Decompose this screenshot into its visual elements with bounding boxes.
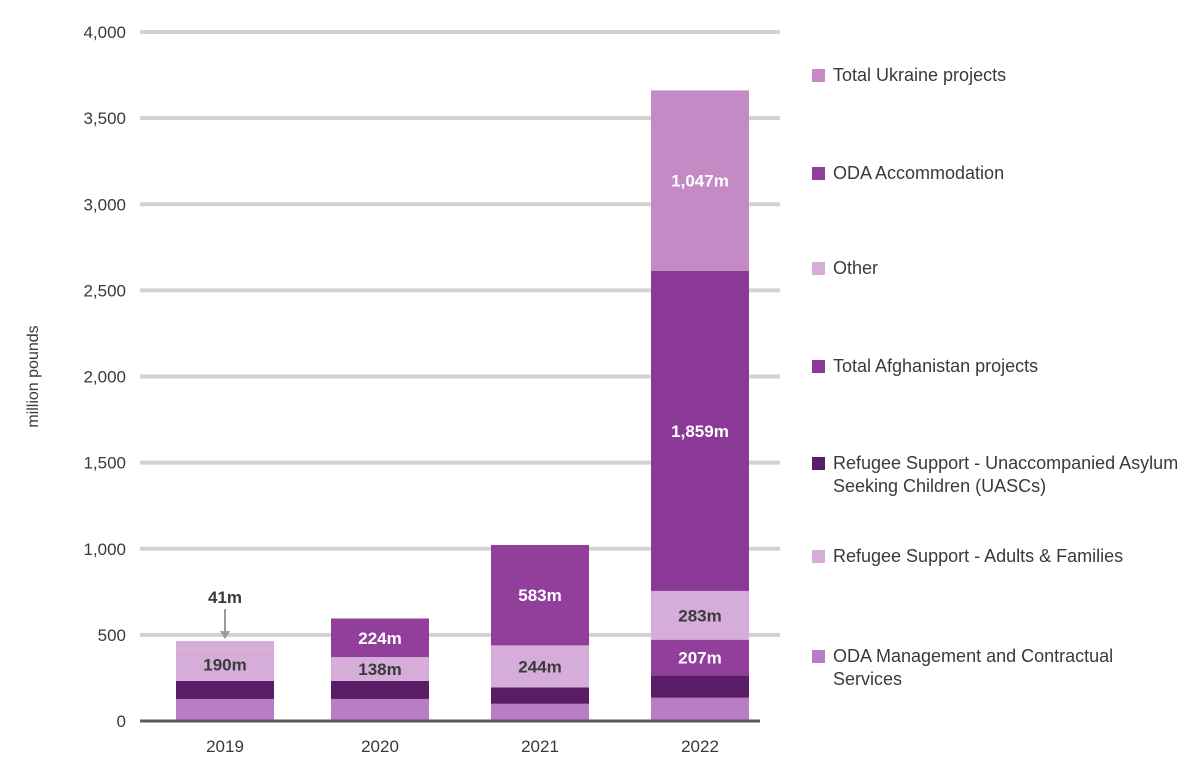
- bar-segment: [491, 544, 589, 646]
- legend-swatch: [812, 360, 825, 373]
- y-tick-label: 2,000: [83, 368, 126, 387]
- segment-labels: 190m 41m 138m 224m 244m 583m 207m 283m 1,859m 1,0…: [203, 172, 729, 679]
- legend-label: Refugee Support - Adults & Families: [833, 546, 1124, 566]
- y-tick-label: 500: [98, 626, 126, 645]
- y-tick-label: 0: [117, 712, 126, 731]
- legend-item: Total Ukraine projects: [812, 64, 1183, 87]
- legend-swatch: [812, 167, 825, 180]
- data-label: 244m: [518, 657, 561, 676]
- bar-segment: [176, 641, 274, 649]
- data-label: 138m: [358, 660, 401, 679]
- legend-item: Other: [812, 257, 1183, 280]
- y-tick-label: 3,000: [83, 195, 126, 214]
- x-tick-label: 2022: [681, 737, 719, 756]
- gridlines: [140, 30, 780, 637]
- data-label: 1,859m: [671, 422, 729, 441]
- y-tick-label: 1,500: [83, 454, 126, 473]
- legend-item: ODA Accommodation: [812, 162, 1183, 185]
- legend-label: Refugee Support - Unaccompanied Asylum S…: [833, 453, 1179, 496]
- legend-label: ODA Management and Contractual Services: [833, 646, 1114, 689]
- bar-segment: [651, 90, 749, 271]
- legend-item: Refugee Support - Adults & Families: [812, 545, 1183, 568]
- bar-segment: [491, 645, 589, 688]
- legend-swatch: [812, 262, 825, 275]
- label-leader-arrow: [220, 631, 230, 640]
- bar-segment: [331, 698, 429, 721]
- bar-segment: [651, 590, 749, 640]
- stacked-bar-chart: 190m 41m 138m 224m 244m 583m 207m 283m 1,859m 1,0…: [25, 23, 780, 756]
- legend-label: ODA Accommodation: [833, 163, 1005, 183]
- y-tick-label: 3,500: [83, 109, 126, 128]
- y-axis-title: million pounds: [25, 325, 42, 427]
- bar-segment: [491, 687, 589, 704]
- x-tick-label: 2021: [521, 737, 559, 756]
- bars: [176, 90, 749, 721]
- bar-segment: [331, 680, 429, 699]
- data-label: 283m: [678, 606, 721, 625]
- bar-segment: [176, 648, 274, 681]
- data-label: 190m: [203, 656, 246, 675]
- legend-label: Other: [833, 258, 879, 278]
- y-tick-label: 2,500: [83, 281, 126, 300]
- bar-segment: [651, 675, 749, 698]
- axes: 0 500 1,000 1,500 2,000 2,500 3,000 3,500 4,000 m…: [25, 23, 760, 756]
- y-tick-label: 1,000: [83, 540, 126, 559]
- legend-swatch: [812, 457, 825, 470]
- legend-swatch: [812, 650, 825, 663]
- data-label: 583m: [518, 586, 561, 605]
- bar-segment: [176, 698, 274, 721]
- data-label: 1,047m: [671, 172, 729, 191]
- bar-segment: [176, 680, 274, 699]
- legend-item: Refugee Support - Unaccompanied Asylum S…: [812, 452, 1183, 498]
- bar-segment: [331, 657, 429, 681]
- legend-label: Total Afghanistan projects: [833, 356, 1039, 376]
- bar-segment: [651, 697, 749, 721]
- legend-swatch: [812, 69, 825, 82]
- x-tick-label: 2019: [206, 737, 244, 756]
- y-tick-label: 4,000: [83, 23, 126, 42]
- legend-swatch: [812, 550, 825, 563]
- bar-segment: [651, 270, 749, 591]
- x-tick-label: 2020: [361, 737, 399, 756]
- data-label: 207m: [678, 649, 721, 668]
- legend-item: ODA Management and Contractual Services: [812, 645, 1183, 691]
- legend-label: Total Ukraine projects: [833, 65, 1007, 85]
- data-label: 41m: [208, 588, 242, 607]
- data-label: 224m: [358, 629, 401, 648]
- bar-segment: [491, 703, 589, 721]
- bar-segment: [651, 639, 749, 676]
- legend-item: Total Afghanistan projects: [812, 355, 1183, 378]
- bar-segment: [331, 618, 429, 658]
